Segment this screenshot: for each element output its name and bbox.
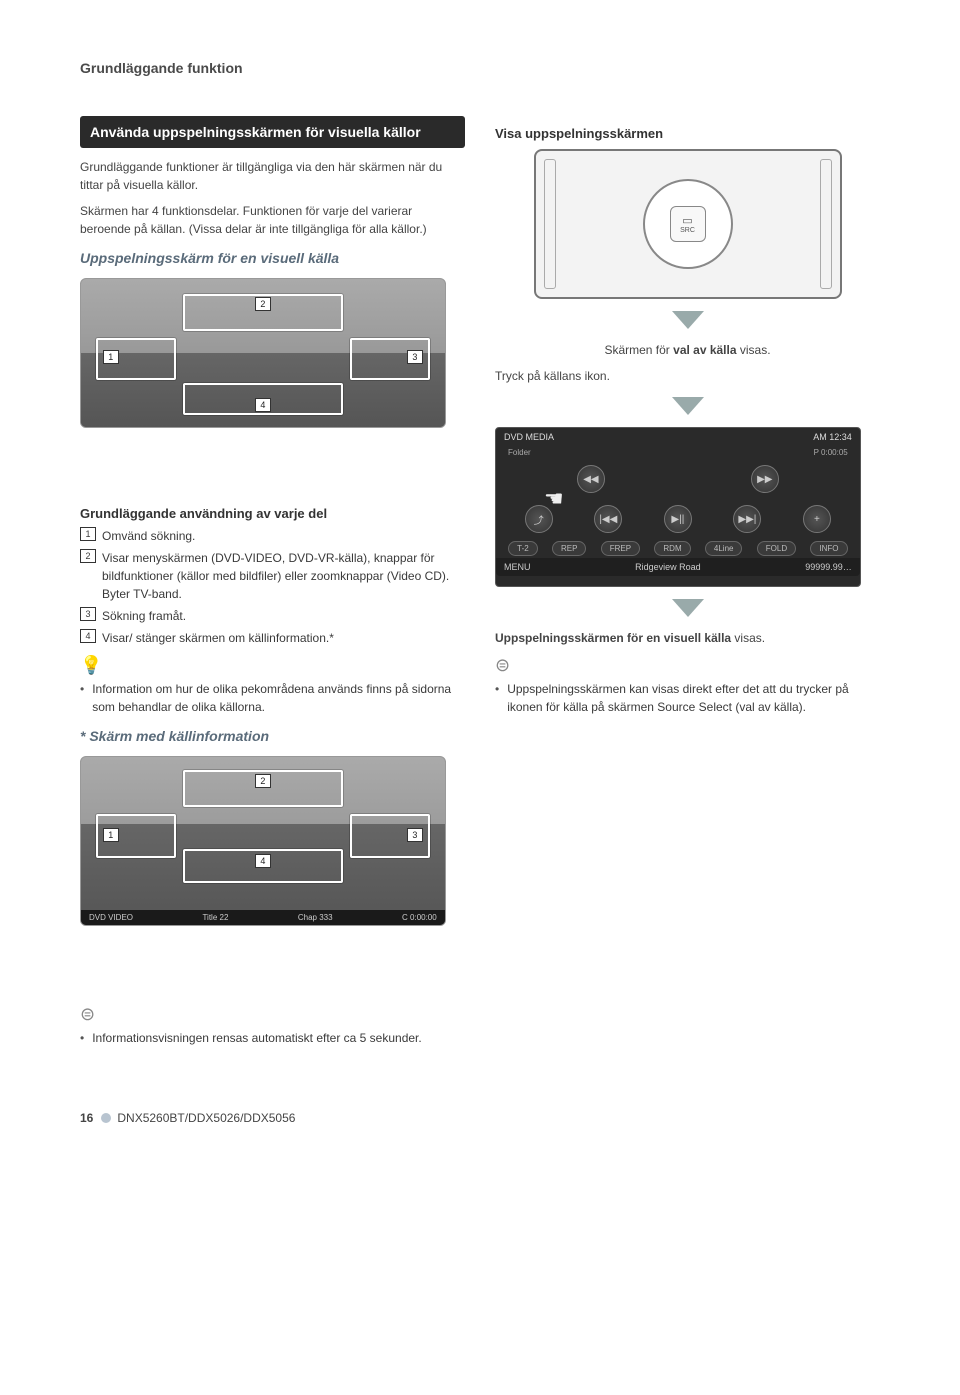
info-label-1: 1 — [103, 828, 119, 842]
usage-item-1: 1 Omvänd sökning. — [80, 527, 465, 545]
step-1: Skärmen för val av källa visas. — [495, 341, 880, 359]
step-2: Tryck på källans ikon. — [495, 367, 880, 385]
note-icon: ⊜ — [80, 1004, 465, 1025]
usage-item-4: 4 Visar/ stänger skärmen om källinformati… — [80, 629, 465, 647]
info-bar: DVD VIDEO Title 22 Chap 333 C 0:00:00 — [81, 910, 445, 925]
pill-4line[interactable]: 4Line — [705, 541, 743, 556]
info-bar-mid: Title 22 — [202, 913, 228, 922]
left-column: Använda uppspelningsskärmen för visuella… — [80, 116, 465, 1051]
arrow-down-2 — [672, 397, 704, 415]
main-columns: Använda uppspelningsskärmen för visuella… — [80, 116, 880, 1051]
pill-t2[interactable]: T-2 — [508, 541, 538, 556]
play-pause-button[interactable]: ▶|| — [664, 505, 692, 533]
num-3: 3 — [80, 607, 96, 621]
prev-button[interactable]: |◀◀ — [594, 505, 622, 533]
num-4: 4 — [80, 629, 96, 643]
media-screen: DVD MEDIA AM 12:34 Folder P 0:00:05 ☚ ◀◀… — [495, 427, 861, 587]
info-label-4: 4 — [255, 854, 271, 868]
plus-button[interactable]: + — [803, 505, 831, 533]
num-2: 2 — [80, 549, 96, 563]
media-top-left: DVD MEDIA — [504, 432, 554, 442]
right-column: Visa uppspelningsskärmen ▭ SRC Skärmen f… — [495, 116, 880, 1051]
footer-models: DNX5260BT/DDX5026/DDX5056 — [117, 1111, 295, 1125]
intro-text-2: Skärmen har 4 funktionsdelar. Funktionen… — [80, 202, 465, 238]
media-folder-label: Folder — [508, 448, 531, 457]
src-icon: ▭ — [682, 214, 692, 227]
num-1: 1 — [80, 527, 96, 541]
device-diagram: ▭ SRC — [534, 149, 842, 299]
arrow-down-1 — [672, 311, 704, 329]
lightbulb-icon: 💡 — [80, 655, 465, 676]
page-header: Grundläggande funktion — [80, 60, 880, 76]
hand-pointer-icon: ☚ — [544, 486, 564, 512]
right-section-title: Visa uppspelningsskärmen — [495, 126, 880, 141]
media-top-right: AM 12:34 — [813, 432, 852, 442]
media-top-row: DVD MEDIA AM 12:34 — [496, 428, 860, 446]
bottom-note-text: Informationsvisningen rensas automatiskt… — [92, 1029, 422, 1047]
usage-note: Information om hur de olika pekområdena … — [80, 680, 465, 716]
usage-text-3: Sökning framåt. — [102, 607, 465, 625]
tip-note-text: Uppspelningsskärmen kan visas direkt eft… — [507, 680, 880, 716]
usage-item-3: 3 Sökning framåt. — [80, 607, 465, 625]
info-label-3: 3 — [407, 828, 423, 842]
page-footer: 16 DNX5260BT/DDX5026/DDX5056 — [80, 1111, 880, 1125]
page-number: 16 — [80, 1111, 93, 1125]
next-button[interactable]: ▶▶| — [733, 505, 761, 533]
step1b: val av källa — [673, 343, 736, 357]
info-bar-left: DVD VIDEO — [89, 913, 133, 922]
intro-text-1: Grundläggande funktioner är tillgängliga… — [80, 158, 465, 194]
result-text: Uppspelningsskärmen för en visuell källa… — [495, 629, 880, 647]
src-label: SRC — [680, 227, 695, 234]
info-label-2: 2 — [255, 774, 271, 788]
usage-item-2: 2 Visar menyskärmen (DVD-VIDEO, DVD-VR-kä… — [80, 549, 465, 603]
star-heading: * Skärm med källinformation — [80, 728, 465, 744]
pill-rdm[interactable]: RDM — [654, 541, 690, 556]
menu-right: 99999.99… — [805, 562, 852, 572]
callout-label-2: 2 — [255, 297, 271, 311]
footer-dot-icon — [101, 1113, 111, 1123]
info-bar-right: C 0:00:00 — [402, 913, 437, 922]
forward-button[interactable]: ▶▶ — [751, 465, 779, 493]
usage-text-4: Visar/ stänger skärmen om källinformatio… — [102, 629, 465, 647]
subheading-playback: Uppspelningsskärm för en visuell källa — [80, 250, 465, 266]
callout-label-3: 3 — [407, 350, 423, 364]
usage-note-text: Information om hur de olika pekområdena … — [92, 680, 465, 716]
device-side-buttons — [544, 159, 556, 289]
step1a: Skärmen för — [604, 343, 673, 357]
magnifier: ▭ SRC — [643, 179, 733, 269]
result-b: visas. — [731, 631, 765, 645]
usage-text-1: Omvänd sökning. — [102, 527, 465, 545]
usage-text-2: Visar menyskärmen (DVD-VIDEO, DVD-VR-käl… — [102, 549, 465, 603]
rewind-button[interactable]: ◀◀ — [577, 465, 605, 493]
pill-frep[interactable]: FREP — [601, 541, 640, 556]
src-button[interactable]: ▭ SRC — [670, 206, 706, 242]
menu-mid: Ridgeview Road — [635, 562, 701, 572]
info-bar-mid2: Chap 333 — [298, 913, 333, 922]
device-side-buttons-r — [820, 159, 832, 289]
bottom-note: Informationsvisningen rensas automatiskt… — [80, 1029, 465, 1047]
usage-list: 1 Omvänd sökning. 2 Visar menyskärmen (DVD… — [80, 527, 465, 647]
arrow-down-3 — [672, 599, 704, 617]
menu-left[interactable]: MENU — [504, 562, 531, 572]
menu-row: MENU Ridgeview Road 99999.99… — [496, 558, 860, 576]
pill-info[interactable]: INFO — [810, 541, 847, 556]
callout-label-4: 4 — [255, 398, 271, 412]
tip-note: Uppspelningsskärmen kan visas direkt eft… — [495, 680, 880, 716]
pill-fold[interactable]: FOLD — [757, 541, 796, 556]
media-info: P 0:00:05 — [814, 448, 848, 457]
info-screen-diagram: 2 1 3 4 DVD VIDEO Title 22 Chap 333 C 0:… — [80, 756, 446, 926]
usage-heading: Grundläggande användning av varje del — [80, 506, 465, 521]
left-section-title: Använda uppspelningsskärmen för visuella… — [80, 116, 465, 148]
note-icon-right: ⊜ — [495, 655, 880, 676]
pill-rep[interactable]: REP — [552, 541, 586, 556]
result-a: Uppspelningsskärmen för en visuell källa — [495, 631, 731, 645]
step1c: visas. — [737, 343, 771, 357]
playback-screen-diagram: 2 1 3 4 — [80, 278, 446, 428]
pill-row: T-2 REP FREP RDM 4Line FOLD INFO — [496, 539, 860, 558]
callout-label-1: 1 — [103, 350, 119, 364]
media-info-row: Folder P 0:00:05 — [496, 446, 860, 459]
